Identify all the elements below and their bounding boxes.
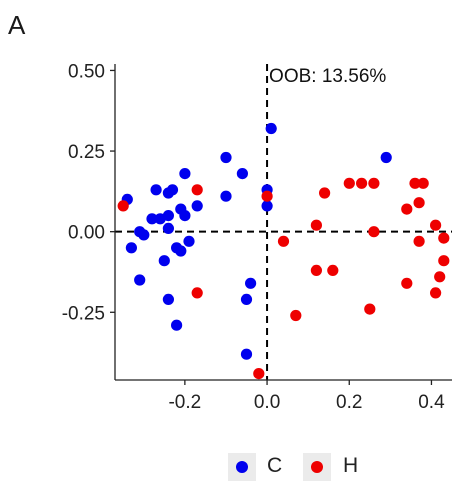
x-axis-ticks: -0.2 0.0 0.2 0.4 bbox=[168, 380, 445, 413]
data-point-h bbox=[117, 200, 129, 212]
oob-annotation: OOB: 13.56% bbox=[269, 66, 386, 87]
data-point-h bbox=[319, 187, 331, 199]
data-point-h bbox=[368, 177, 380, 189]
legend-dot-c bbox=[236, 461, 248, 473]
data-point-h bbox=[253, 368, 265, 380]
data-point-h bbox=[417, 177, 429, 189]
data-point-h bbox=[413, 197, 425, 209]
data-point-c bbox=[220, 151, 232, 164]
y-tick-label: 0.00 bbox=[68, 223, 105, 244]
legend: C H bbox=[0, 447, 452, 487]
legend-dot-h bbox=[311, 461, 323, 473]
data-point-h bbox=[310, 264, 322, 276]
data-point-c bbox=[245, 277, 257, 289]
data-point-h bbox=[401, 203, 413, 215]
data-point-h bbox=[191, 287, 203, 299]
scatter-plot: -0.2 0.0 0.2 0.4 0.50 0.25 0.00 -0.25 OOB: 13.… bbox=[62, 61, 452, 413]
data-point-h bbox=[364, 303, 376, 315]
legend-label-c: C bbox=[267, 454, 283, 477]
legend-key-c bbox=[228, 453, 256, 481]
data-point-c bbox=[191, 200, 203, 212]
data-point-c bbox=[240, 348, 253, 360]
data-point-h bbox=[430, 219, 442, 231]
data-point-h bbox=[434, 271, 446, 283]
data-point-h bbox=[409, 177, 421, 189]
data-point-h bbox=[191, 184, 203, 196]
data-point-h bbox=[327, 264, 339, 276]
data-point-h bbox=[277, 235, 290, 247]
data-point-h bbox=[343, 177, 355, 189]
data-point-h bbox=[438, 255, 450, 267]
data-point-h bbox=[356, 177, 368, 189]
y-tick-label: -0.25 bbox=[62, 303, 105, 324]
data-point-c bbox=[175, 245, 187, 257]
data-point-c bbox=[220, 190, 232, 202]
data-point-c bbox=[138, 229, 150, 241]
data-point-c bbox=[146, 213, 158, 225]
panel-label: A bbox=[8, 10, 26, 40]
data-point-c bbox=[179, 168, 191, 180]
data-point-h bbox=[310, 219, 322, 231]
data-point-c bbox=[162, 210, 174, 222]
data-point-c bbox=[150, 184, 162, 196]
data-point-c bbox=[179, 210, 191, 222]
data-point-c bbox=[265, 122, 277, 135]
data-point-h bbox=[290, 309, 302, 322]
x-tick-label: 0.4 bbox=[418, 392, 445, 413]
legend-label-h: H bbox=[343, 454, 359, 477]
legend-key-h bbox=[303, 453, 331, 481]
data-point-c bbox=[183, 235, 195, 247]
data-points bbox=[117, 122, 450, 380]
data-point-h bbox=[401, 277, 413, 289]
data-point-h bbox=[413, 235, 425, 247]
data-point-c bbox=[236, 168, 248, 180]
data-point-c bbox=[171, 319, 183, 331]
x-tick-label: 0.0 bbox=[254, 392, 280, 413]
data-point-c bbox=[158, 255, 170, 267]
data-point-c bbox=[240, 293, 253, 305]
y-tick-label: 0.25 bbox=[68, 142, 105, 163]
axes bbox=[114, 64, 452, 381]
data-point-h bbox=[368, 226, 380, 238]
x-tick-label: 0.2 bbox=[336, 392, 362, 413]
data-point-c bbox=[261, 200, 273, 212]
data-point-c bbox=[134, 274, 146, 286]
data-point-c bbox=[162, 222, 174, 234]
data-point-h bbox=[438, 232, 450, 244]
data-point-c bbox=[380, 151, 392, 164]
data-point-c bbox=[125, 242, 137, 254]
data-point-h bbox=[430, 287, 442, 299]
y-axis-ticks: 0.50 0.25 0.00 -0.25 bbox=[62, 61, 115, 324]
data-point-c bbox=[166, 184, 179, 196]
data-point-c bbox=[162, 293, 174, 305]
reference-lines bbox=[115, 64, 452, 380]
y-tick-label: 0.50 bbox=[68, 61, 105, 82]
x-tick-label: -0.2 bbox=[168, 392, 201, 413]
data-point-h bbox=[261, 190, 273, 202]
